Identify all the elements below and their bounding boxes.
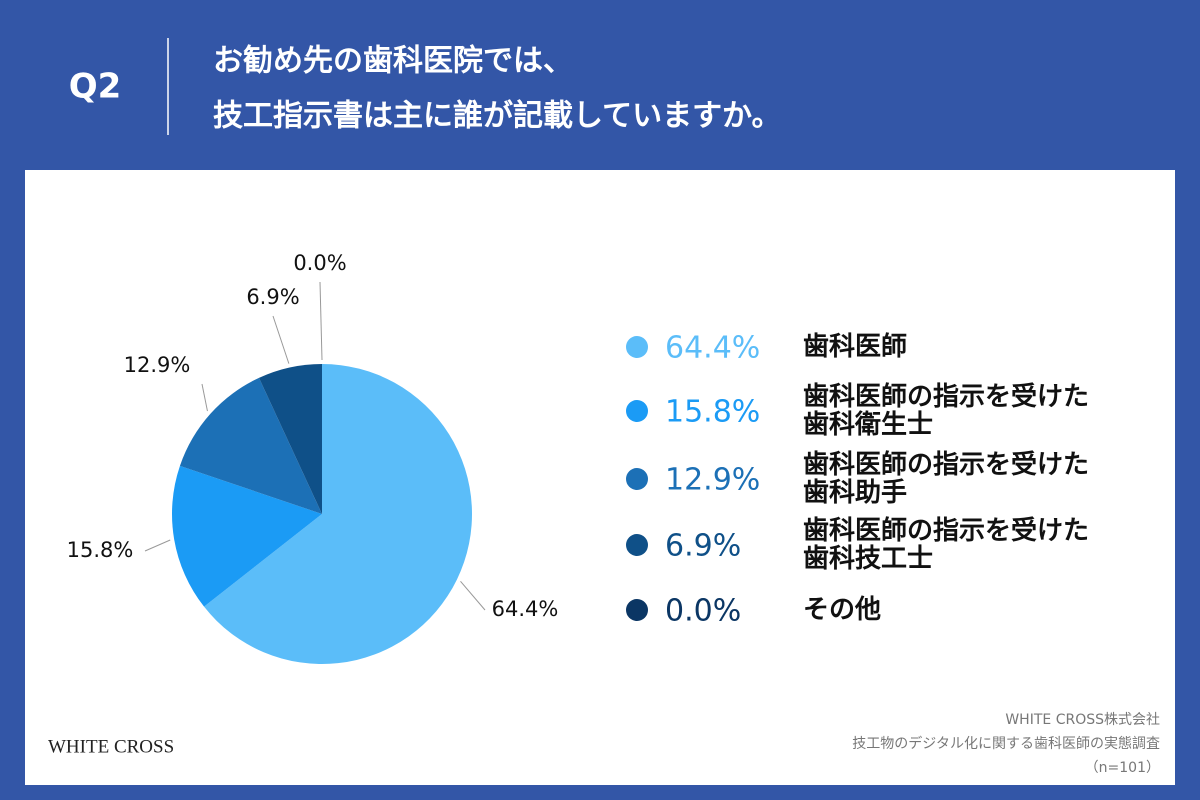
data-label: 12.9% <box>124 353 191 377</box>
logo: WHITE CROSS <box>48 736 174 757</box>
legend-value: 6.9% <box>665 529 741 564</box>
legend-label: 歯科医師の指示を受けた 歯科技工士 <box>803 516 1090 574</box>
legend-label: その他 <box>803 595 882 625</box>
title-line: お勧め先の歯科医院では、 <box>213 44 573 79</box>
data-label: 0.0% <box>293 251 346 275</box>
sample-size: （n=101） <box>1085 760 1160 776</box>
legend-marker <box>626 468 648 490</box>
pie-slice <box>204 364 472 664</box>
data-label: 64.4% <box>492 597 559 621</box>
legend-value: 12.9% <box>665 463 760 498</box>
data-label: 6.9% <box>246 285 299 309</box>
legend-value: 64.4% <box>665 331 760 366</box>
legend-value: 0.0% <box>665 594 741 629</box>
question-number: Q2 <box>69 67 122 107</box>
leader-line <box>272 315 290 364</box>
leader-line <box>319 281 323 361</box>
pie-slice <box>171 465 322 607</box>
legend-marker <box>626 336 648 358</box>
legend-marker <box>626 599 648 621</box>
legend-value: 15.8% <box>665 395 760 430</box>
pie-slice <box>179 377 322 514</box>
legend-label: 歯科医師の指示を受けた 歯科衛生士 <box>803 382 1090 440</box>
leader-line <box>144 539 171 552</box>
legend-marker <box>626 400 648 422</box>
leader-line <box>460 580 486 611</box>
legend-label: 歯科医師 <box>803 332 908 362</box>
legend-label: 歯科医師の指示を受けた 歯科助手 <box>803 450 1090 508</box>
company: WHITE CROSS株式会社 <box>1005 712 1160 728</box>
legend-marker <box>626 534 648 556</box>
title-line: 技工指示書は主に誰が記載していますか。 <box>213 99 782 134</box>
survey: 技工物のデジタル化に関する歯科医師の実態調査 <box>852 735 1160 752</box>
data-label: 15.8% <box>67 538 134 562</box>
leader-line <box>201 383 208 412</box>
pie-slice <box>258 364 322 514</box>
